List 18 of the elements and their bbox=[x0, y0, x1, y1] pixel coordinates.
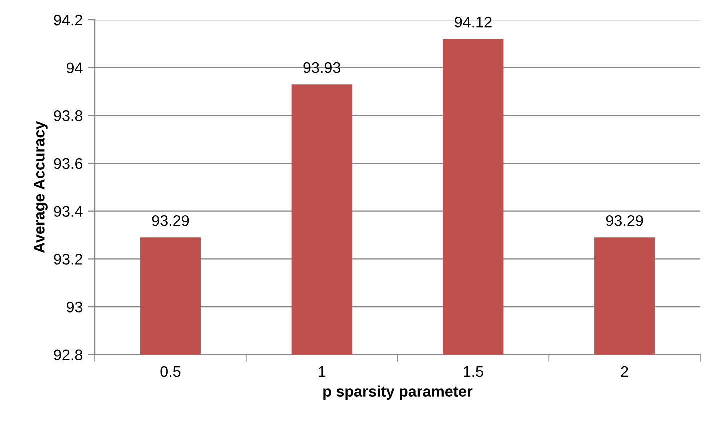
x-tick-label: 1 bbox=[318, 366, 326, 378]
y-tick-label: 93 bbox=[66, 302, 83, 313]
y-tick-label: 93.2 bbox=[54, 254, 82, 265]
x-tick-label: 1.5 bbox=[464, 366, 484, 378]
data-label: 94.12 bbox=[455, 16, 492, 28]
y-tick-label: 93.4 bbox=[54, 206, 83, 218]
x-axis-title: p sparsity parameter bbox=[324, 386, 473, 400]
y-tick-label: 94 bbox=[66, 62, 83, 74]
x-tick-label: 0.5 bbox=[160, 366, 181, 378]
x-tick-label: 2 bbox=[621, 366, 628, 378]
data-label: 93.93 bbox=[304, 62, 341, 74]
y-tick-label: 93.8 bbox=[54, 110, 83, 122]
data-label: 93.29 bbox=[152, 215, 190, 226]
y-axis-title: Average Accuracy bbox=[34, 121, 48, 254]
y-tick-label: 94.2 bbox=[54, 14, 82, 26]
data-label: 93.29 bbox=[606, 215, 644, 226]
y-tick-label: 92.8 bbox=[54, 350, 83, 361]
y-tick-label: 93.6 bbox=[54, 158, 83, 170]
